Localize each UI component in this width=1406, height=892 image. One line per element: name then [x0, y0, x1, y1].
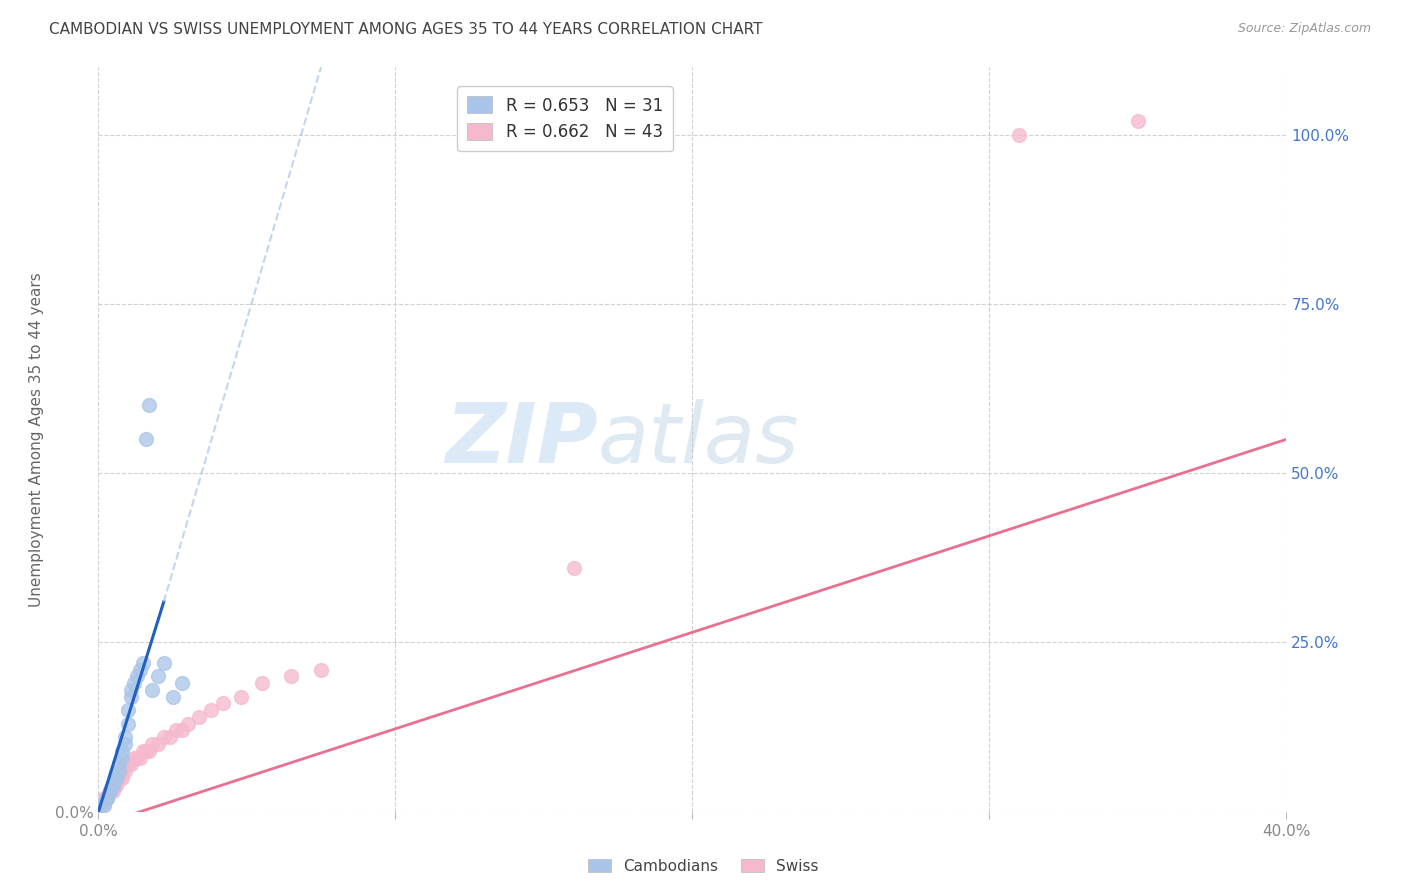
- Point: [111, 771, 134, 785]
- Point: [105, 771, 128, 785]
- Point: [309, 663, 332, 677]
- Point: [152, 656, 174, 670]
- Point: [200, 703, 222, 717]
- Point: [111, 750, 134, 764]
- Point: [103, 784, 125, 798]
- Point: [96, 791, 118, 805]
- Point: [108, 771, 131, 785]
- Point: [111, 744, 134, 758]
- Point: [135, 433, 157, 447]
- Point: [132, 656, 155, 670]
- Point: [117, 757, 139, 772]
- Point: [146, 669, 169, 683]
- Point: [212, 697, 235, 711]
- Point: [125, 750, 148, 764]
- Point: [250, 676, 273, 690]
- Point: [117, 716, 139, 731]
- Point: [120, 682, 142, 697]
- Point: [114, 764, 136, 778]
- Point: [135, 744, 157, 758]
- Point: [98, 784, 121, 798]
- Point: [96, 791, 118, 805]
- Point: [93, 797, 115, 812]
- Legend: R = 0.653   N = 31, R = 0.662   N = 43: R = 0.653 N = 31, R = 0.662 N = 43: [457, 87, 673, 151]
- Point: [176, 716, 198, 731]
- Point: [141, 737, 163, 751]
- Point: [129, 663, 152, 677]
- Point: [98, 784, 121, 798]
- Point: [280, 669, 302, 683]
- Point: [159, 730, 181, 744]
- Text: atlas: atlas: [598, 399, 799, 480]
- Point: [93, 797, 115, 812]
- Point: [111, 764, 134, 778]
- Point: [114, 730, 136, 744]
- Point: [120, 757, 142, 772]
- Text: Source: ZipAtlas.com: Source: ZipAtlas.com: [1237, 22, 1371, 36]
- Point: [105, 778, 128, 792]
- Point: [108, 757, 131, 772]
- Point: [108, 764, 131, 778]
- Legend: Cambodians, Swiss: Cambodians, Swiss: [582, 853, 824, 880]
- Point: [98, 784, 121, 798]
- Point: [122, 750, 145, 764]
- Point: [562, 561, 585, 575]
- Point: [103, 778, 125, 792]
- Point: [146, 737, 169, 751]
- Point: [188, 710, 211, 724]
- Point: [117, 757, 139, 772]
- Point: [103, 778, 125, 792]
- Point: [1126, 114, 1149, 128]
- Point: [229, 690, 252, 704]
- Point: [138, 744, 160, 758]
- Point: [90, 797, 112, 812]
- Point: [1008, 128, 1031, 142]
- Point: [170, 676, 193, 690]
- Point: [93, 791, 115, 805]
- Point: [96, 791, 118, 805]
- Point: [117, 703, 139, 717]
- Point: [152, 730, 174, 744]
- Point: [141, 682, 163, 697]
- Point: [132, 744, 155, 758]
- Point: [170, 723, 193, 738]
- Point: [103, 778, 125, 792]
- Point: [114, 757, 136, 772]
- Point: [105, 771, 128, 785]
- Point: [125, 669, 148, 683]
- Point: [165, 723, 187, 738]
- Point: [120, 690, 142, 704]
- Point: [96, 791, 118, 805]
- Point: [122, 676, 145, 690]
- Point: [108, 771, 131, 785]
- Point: [90, 797, 112, 812]
- Y-axis label: Unemployment Among Ages 35 to 44 years: Unemployment Among Ages 35 to 44 years: [28, 272, 44, 607]
- Point: [138, 399, 160, 413]
- Text: CAMBODIAN VS SWISS UNEMPLOYMENT AMONG AGES 35 TO 44 YEARS CORRELATION CHART: CAMBODIAN VS SWISS UNEMPLOYMENT AMONG AG…: [49, 22, 762, 37]
- Point: [162, 690, 184, 704]
- Point: [105, 778, 128, 792]
- Text: ZIP: ZIP: [444, 399, 598, 480]
- Point: [129, 750, 152, 764]
- Point: [98, 784, 121, 798]
- Point: [114, 737, 136, 751]
